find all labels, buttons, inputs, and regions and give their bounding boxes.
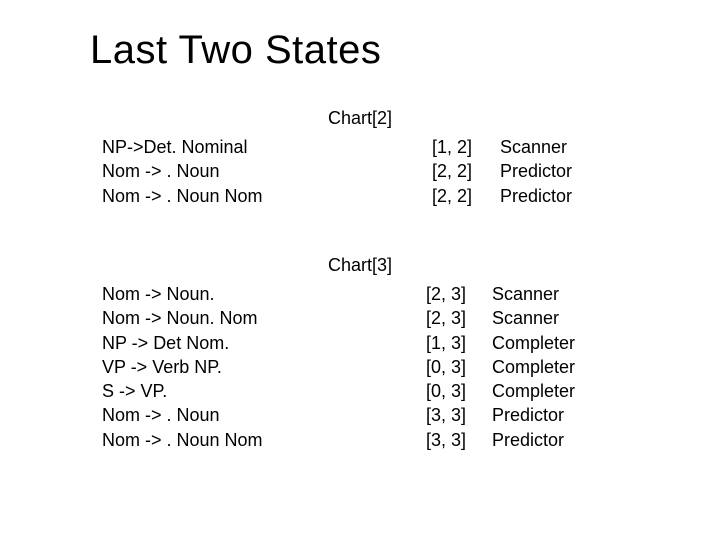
rule-text: NP -> Det Nom.	[102, 331, 263, 355]
chart2-rules: NP->Det. Nominal Nom -> . Noun Nom -> . …	[102, 135, 263, 208]
rule-text: Nom -> . Noun	[102, 159, 263, 183]
span-text: [0, 3]	[426, 379, 466, 403]
action-text: Predictor	[500, 159, 572, 183]
action-text: Scanner	[492, 282, 575, 306]
action-text: Predictor	[492, 428, 575, 452]
span-text: [2, 2]	[432, 184, 472, 208]
chart3-spans: [2, 3] [2, 3] [1, 3] [0, 3] [0, 3] [3, 3…	[426, 282, 466, 452]
action-text: Predictor	[500, 184, 572, 208]
span-text: [1, 3]	[426, 331, 466, 355]
span-text: [3, 3]	[426, 403, 466, 427]
action-text: Scanner	[500, 135, 572, 159]
rule-text: Nom -> . Noun Nom	[102, 428, 263, 452]
slide: Last Two States Chart[2] NP->Det. Nomina…	[0, 0, 720, 540]
span-text: [1, 2]	[432, 135, 472, 159]
span-text: [2, 3]	[426, 306, 466, 330]
chart3-rules: Nom -> Noun. Nom -> Noun. Nom NP -> Det …	[102, 282, 263, 452]
action-text: Completer	[492, 331, 575, 355]
action-text: Predictor	[492, 403, 575, 427]
rule-text: VP -> Verb NP.	[102, 355, 263, 379]
rule-text: S -> VP.	[102, 379, 263, 403]
span-text: [2, 2]	[432, 159, 472, 183]
action-text: Completer	[492, 355, 575, 379]
rule-text: Nom -> . Noun Nom	[102, 184, 263, 208]
span-text: [3, 3]	[426, 428, 466, 452]
action-text: Scanner	[492, 306, 575, 330]
rule-text: NP->Det. Nominal	[102, 135, 263, 159]
action-text: Completer	[492, 379, 575, 403]
rule-text: Nom -> . Noun	[102, 403, 263, 427]
rule-text: Nom -> Noun.	[102, 282, 263, 306]
span-text: [0, 3]	[426, 355, 466, 379]
chart2-actions: Scanner Predictor Predictor	[500, 135, 572, 208]
span-text: [2, 3]	[426, 282, 466, 306]
section-heading-chart3: Chart[3]	[0, 255, 720, 276]
section-heading-chart2: Chart[2]	[0, 108, 720, 129]
rule-text: Nom -> Noun. Nom	[102, 306, 263, 330]
chart3-actions: Scanner Scanner Completer Completer Comp…	[492, 282, 575, 452]
page-title: Last Two States	[90, 28, 381, 73]
chart2-spans: [1, 2] [2, 2] [2, 2]	[432, 135, 472, 208]
